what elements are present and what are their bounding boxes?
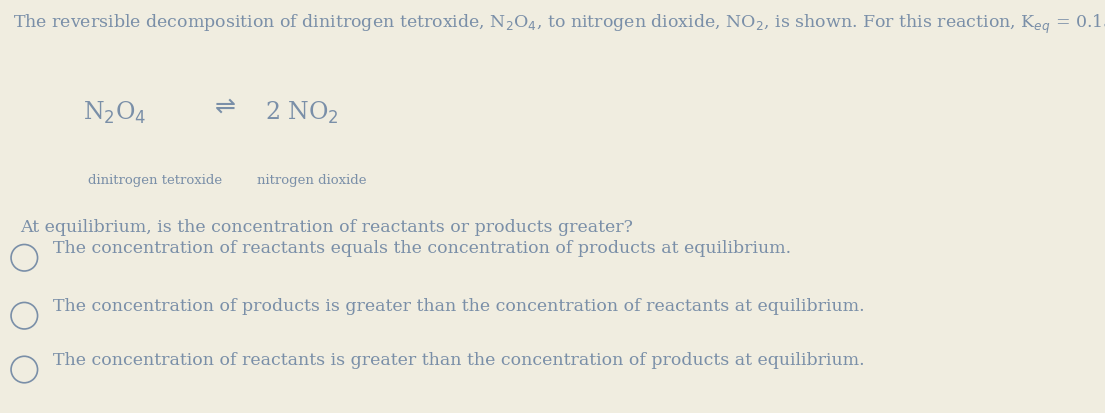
- Text: $\rightleftharpoons$: $\rightleftharpoons$: [210, 95, 236, 118]
- Text: The concentration of products is greater than the concentration of reactants at : The concentration of products is greater…: [53, 297, 865, 314]
- Text: 2 NO$_2$: 2 NO$_2$: [265, 99, 339, 125]
- Text: At equilibrium, is the concentration of reactants or products greater?: At equilibrium, is the concentration of …: [20, 219, 633, 236]
- Text: The concentration of reactants is greater than the concentration of products at : The concentration of reactants is greate…: [53, 351, 865, 368]
- Text: N$_2$O$_4$: N$_2$O$_4$: [83, 99, 146, 125]
- Text: The concentration of reactants equals the concentration of products at equilibri: The concentration of reactants equals th…: [53, 240, 791, 256]
- Text: dinitrogen tetroxide: dinitrogen tetroxide: [88, 173, 222, 186]
- Text: nitrogen dioxide: nitrogen dioxide: [257, 173, 367, 186]
- Text: The reversible decomposition of dinitrogen tetroxide, N$_2$O$_4$, to nitrogen di: The reversible decomposition of dinitrog…: [13, 12, 1105, 36]
